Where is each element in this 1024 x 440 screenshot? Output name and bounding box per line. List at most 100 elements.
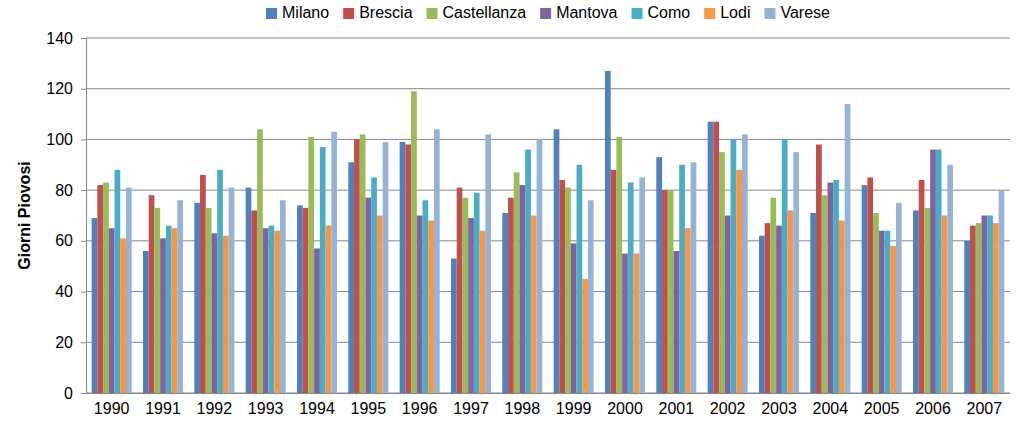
bar	[97, 185, 103, 393]
bar	[480, 231, 486, 393]
y-tick-label: 40	[55, 283, 73, 300]
bar	[976, 223, 982, 393]
bar	[246, 188, 252, 393]
bar	[885, 231, 891, 393]
bar	[634, 254, 640, 393]
bar	[417, 216, 423, 394]
bar	[736, 170, 742, 393]
bar	[143, 251, 149, 393]
legend-label: Como	[648, 4, 691, 21]
bar	[365, 198, 371, 393]
bar	[622, 254, 628, 393]
bar	[160, 238, 166, 393]
bar	[462, 198, 468, 393]
bar	[411, 91, 417, 393]
bar	[862, 185, 868, 393]
bar	[685, 228, 691, 393]
chart: 0204060801001201401990199119921993199419…	[0, 0, 1024, 440]
x-tick-label: 1998	[505, 400, 541, 417]
bar	[611, 170, 617, 393]
bar	[360, 134, 366, 393]
y-tick-label: 80	[55, 182, 73, 199]
x-tick: 1999	[556, 400, 592, 417]
x-tick-label: 2002	[710, 400, 746, 417]
bar	[400, 142, 406, 393]
bar	[537, 139, 543, 393]
bar	[508, 198, 514, 393]
bar	[708, 122, 714, 393]
bar	[166, 226, 172, 393]
x-tick-label: 2004	[813, 400, 849, 417]
y-tick: 40	[55, 283, 86, 300]
bar	[92, 218, 98, 393]
legend-label: Brescia	[359, 4, 412, 21]
bar	[936, 150, 942, 393]
bar	[280, 200, 286, 393]
y-tick-mark	[81, 292, 86, 293]
bar	[873, 213, 879, 393]
grid-line	[86, 88, 1010, 89]
y-tick: 0	[64, 385, 86, 402]
plot-area: 0204060801001201401990199119921993199419…	[46, 30, 1010, 418]
bar	[531, 216, 537, 394]
x-tick-label: 1993	[248, 400, 284, 417]
bar	[348, 162, 354, 393]
bar	[742, 134, 748, 393]
bar	[109, 228, 115, 393]
legend-swatch	[343, 8, 354, 19]
bar	[269, 226, 275, 393]
x-tick-label: 1994	[299, 400, 335, 417]
y-axis-title: Giorni Piovosi	[16, 161, 33, 269]
x-tick-label: 2006	[915, 400, 951, 417]
bar	[217, 170, 223, 393]
legend-item: Brescia	[343, 4, 412, 21]
x-tick-label: 2007	[967, 400, 1003, 417]
y-tick: 100	[46, 131, 86, 148]
x-tick: 1993	[248, 400, 284, 417]
bar	[964, 241, 970, 393]
x-tick: 1995	[351, 400, 387, 417]
x-tick: 2006	[915, 400, 951, 417]
grid-line	[86, 38, 1010, 39]
legend-item: Milano	[266, 4, 329, 21]
y-tick-mark	[81, 89, 86, 90]
legend-swatch	[266, 8, 277, 19]
x-tick: 2001	[659, 400, 695, 417]
x-tick: 2000	[607, 400, 643, 417]
bar	[691, 162, 697, 393]
bar	[770, 198, 776, 393]
legend-label: Mantova	[556, 4, 617, 21]
bar	[930, 150, 936, 393]
y-tick-mark	[81, 393, 86, 394]
bar	[605, 71, 611, 393]
bar	[120, 238, 126, 393]
bar	[913, 210, 919, 393]
bar	[924, 208, 930, 393]
y-tick-label: 140	[46, 30, 73, 47]
bars	[92, 71, 1005, 393]
bar	[577, 165, 583, 393]
bar	[588, 200, 594, 393]
legend-swatch	[764, 8, 775, 19]
bar	[263, 228, 269, 393]
x-axis-line	[87, 393, 1011, 394]
bar	[251, 210, 257, 393]
x-tick: 1997	[453, 400, 489, 417]
bar	[970, 226, 976, 393]
bar	[274, 231, 280, 393]
x-tick-label: 1991	[145, 400, 181, 417]
x-tick-label: 2000	[607, 400, 643, 417]
bar	[383, 142, 389, 393]
bar	[502, 213, 508, 393]
bar	[405, 145, 411, 394]
legend-item: Como	[632, 4, 691, 21]
bar	[999, 190, 1005, 393]
legend-item: Lodi	[704, 4, 750, 21]
bar	[554, 129, 560, 393]
bar	[947, 165, 953, 393]
bar	[308, 137, 314, 393]
bar	[867, 177, 873, 393]
x-axis: 1990199119921993199419951996199719981999…	[87, 394, 1011, 418]
bar	[451, 259, 457, 393]
y-tick: 20	[55, 334, 86, 351]
